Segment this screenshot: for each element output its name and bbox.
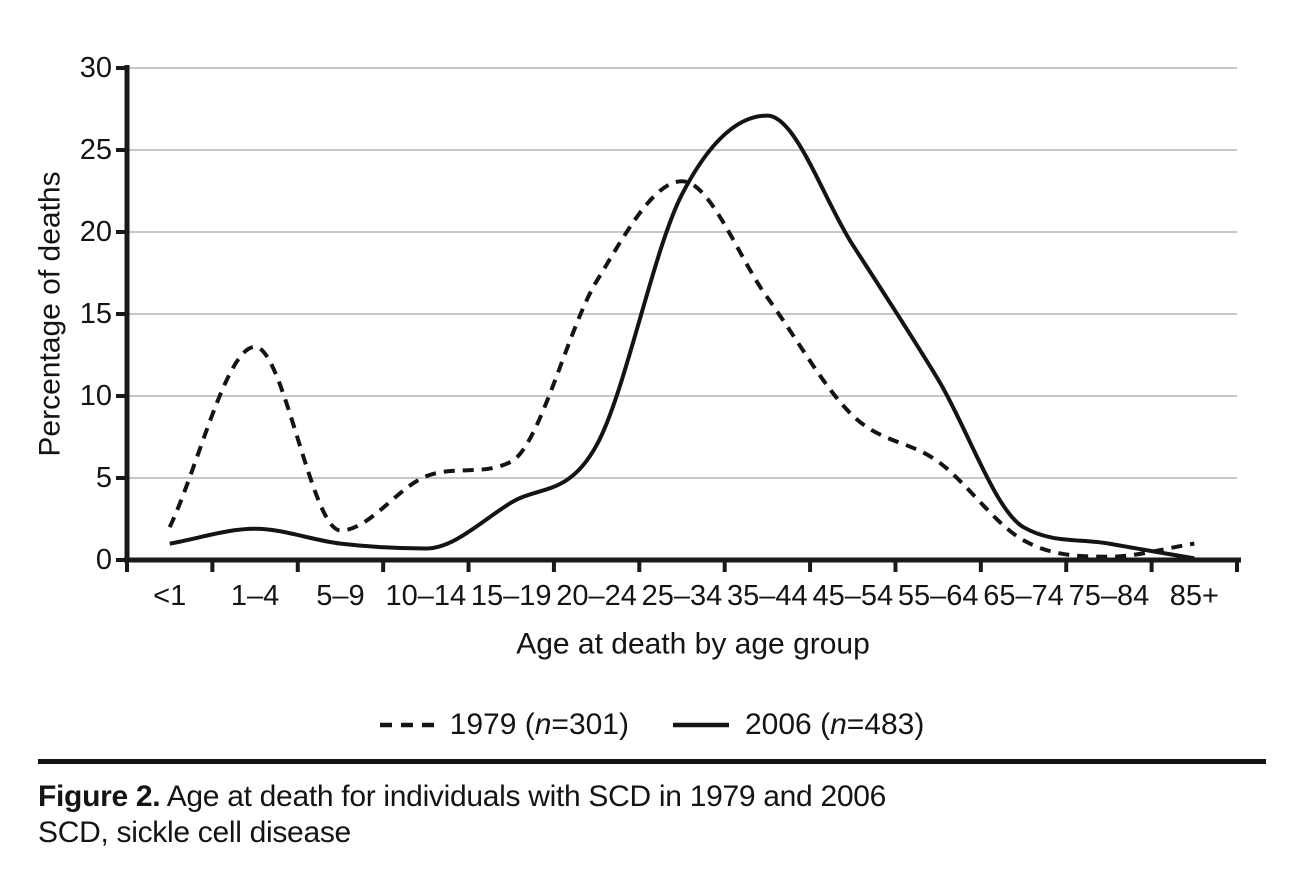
solid-line-sample bbox=[673, 722, 729, 728]
legend-item-2006: 2006 (n=483) bbox=[673, 708, 924, 742]
legend-1979-n: n bbox=[534, 708, 552, 741]
x-axis-title: Age at death by age group bbox=[516, 628, 870, 661]
axes bbox=[116, 65, 1241, 572]
legend-label-2006: 2006 (n=483) bbox=[745, 708, 924, 742]
x-tick-label-12: 85+ bbox=[1170, 580, 1219, 612]
caption-divider bbox=[38, 759, 1266, 764]
x-tick-label-2: 5–9 bbox=[316, 580, 364, 612]
series-line-2006 bbox=[169, 113, 1195, 561]
legend-2006-n: n bbox=[830, 708, 847, 741]
x-tick-label-11: 75–84 bbox=[1069, 580, 1150, 612]
caption-line-1: Figure 2. Age at death for individuals w… bbox=[38, 779, 1268, 815]
figure-caption: Figure 2. Age at death for individuals w… bbox=[38, 779, 1268, 851]
y-axis-title: Percentage of deaths bbox=[34, 171, 67, 456]
y-tick-label-20: 20 bbox=[80, 216, 112, 248]
x-tick-label-5: 20–24 bbox=[556, 580, 637, 612]
legend-label-1979: 1979 (n=301) bbox=[450, 708, 629, 742]
x-tick-label-4: 15–19 bbox=[471, 580, 552, 612]
legend-1979-suffix: =301) bbox=[551, 708, 629, 741]
series-line-1979 bbox=[167, 179, 1195, 559]
y-tick-label-0: 0 bbox=[96, 544, 112, 576]
caption-line-2: SCD, sickle cell disease bbox=[38, 816, 351, 849]
gridlines bbox=[127, 67, 1237, 479]
legend-1979-prefix: 1979 ( bbox=[449, 708, 535, 741]
y-tick-label-15: 15 bbox=[80, 298, 112, 330]
x-tick-label-1: 1–4 bbox=[231, 580, 279, 612]
legend-item-1979: 1979 (n=301) bbox=[378, 708, 629, 742]
series-lines bbox=[167, 113, 1195, 561]
x-tick-label-10: 65–74 bbox=[983, 580, 1064, 612]
x-tick-label-0: <1 bbox=[153, 580, 186, 612]
legend-2006-suffix: =483) bbox=[846, 708, 925, 741]
x-tick-label-6: 25–34 bbox=[642, 580, 723, 612]
x-tick-label-8: 45–54 bbox=[812, 580, 893, 612]
caption-title-text: Age at death for individuals with SCD in… bbox=[160, 780, 887, 813]
dashed-line-sample bbox=[379, 722, 434, 728]
y-tick-label-10: 10 bbox=[80, 380, 112, 412]
chart-legend: 1979 (n=301) 2006 (n=483) bbox=[0, 703, 1302, 747]
caption-figure-number: Figure 2. bbox=[38, 780, 161, 813]
y-tick-label-5: 5 bbox=[96, 462, 112, 494]
y-tick-label-30: 30 bbox=[80, 52, 112, 84]
x-tick-label-7: 35–44 bbox=[727, 580, 808, 612]
legend-2006-prefix: 2006 ( bbox=[745, 708, 831, 741]
axis-labels: 0 5 10 15 20 25 30 <1 1–4 5–9 10–14 15–19 20–24 25–34… bbox=[34, 52, 1219, 661]
age-at-death-chart: 0 5 10 15 20 25 30 <1 1–4 5–9 10–14 15–19 20–24 25–34… bbox=[34, 52, 1241, 661]
x-tick-label-9: 55–64 bbox=[898, 580, 979, 612]
y-tick-label-25: 25 bbox=[80, 134, 112, 166]
x-tick-label-3: 10–14 bbox=[386, 580, 467, 612]
